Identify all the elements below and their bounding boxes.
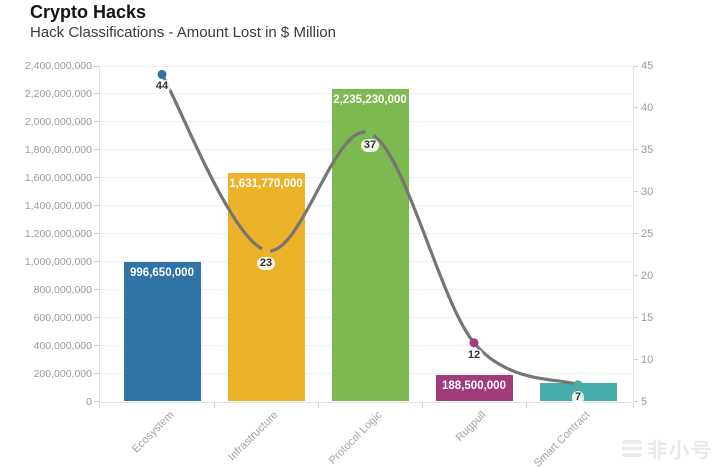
line-marker-smart-contract <box>573 380 583 390</box>
y-axis-tick-right <box>633 149 638 151</box>
y-axis-tick-left <box>94 373 99 375</box>
x-axis-tick <box>632 402 634 408</box>
y-axis-tick-label-left: 200,000,000 <box>33 367 92 380</box>
bar-value-label-infrastructure: 1,631,770,000 <box>229 177 303 190</box>
y-axis-tick-label-left: 1,400,000,000 <box>24 199 92 212</box>
line-marker-rugpull <box>469 338 479 348</box>
x-axis-tick <box>98 402 100 408</box>
y-axis-tick-left <box>94 401 99 402</box>
y-axis-tick-label-left: 1,600,000,000 <box>24 171 92 184</box>
line-value-label-smart-contract: 7 <box>558 390 598 404</box>
chart-title: Crypto Hacks <box>30 2 147 22</box>
line-value-text: 37 <box>360 139 380 153</box>
bar-ecosystem <box>123 262 201 402</box>
y-axis-tick-left <box>94 93 99 95</box>
y-axis-tick-left <box>94 233 99 235</box>
y-axis-tick-right <box>633 275 638 277</box>
y-axis-tick-label-right: 40 <box>641 101 654 114</box>
y-axis-tick-right <box>633 233 638 235</box>
line-value-label-infrastructure: 23 <box>246 256 286 270</box>
line-marker-ecosystem <box>157 69 167 79</box>
watermark: 非小号 <box>622 434 713 463</box>
y-axis-tick-right <box>633 65 638 67</box>
chart-subtitle: Hack Classifications - Amount Lost in $ … <box>30 24 336 41</box>
gridline <box>99 65 633 67</box>
line-path <box>160 72 580 387</box>
y-axis-tick-left <box>94 345 99 347</box>
line-value-label-protocol-logic: 37 <box>350 139 390 153</box>
y-axis-tick-left <box>94 149 99 151</box>
y-axis-tick-label-left: 2,000,000,000 <box>24 115 92 128</box>
watermark-text: 非小号 <box>647 440 713 462</box>
y-axis-tick-label-right: 45 <box>641 60 654 72</box>
bar-value-label-rugpull: 188,500,000 <box>442 379 506 392</box>
y-axis-tick-label-right: 15 <box>641 311 654 324</box>
line-value-text: 44 <box>152 80 172 94</box>
y-axis-tick-label-left: 1,200,000,000 <box>24 227 92 240</box>
y-axis-line-right <box>633 66 634 402</box>
bar-infrastructure <box>227 173 305 402</box>
y-axis-tick-label-left: 2,200,000,000 <box>24 87 92 100</box>
y-axis-line-left <box>99 66 100 402</box>
bar-value-label-ecosystem: 996,650,000 <box>130 266 194 279</box>
y-axis-tick-label-right: 20 <box>641 269 654 282</box>
x-axis-tick <box>317 402 319 408</box>
line-value-text: 23 <box>256 256 276 270</box>
y-axis-tick-left <box>94 177 99 179</box>
line-marker-infrastructure <box>261 246 271 256</box>
line-value-label-rugpull: 12 <box>454 348 494 362</box>
y-axis-tick-left <box>94 65 99 67</box>
y-axis-tick-left <box>94 121 99 123</box>
line-value-label-ecosystem: 44 <box>142 80 182 94</box>
line-value-text: 7 <box>571 390 585 404</box>
y-axis-tick-right <box>633 191 638 193</box>
y-axis-tick-label-left: 0 <box>86 395 92 408</box>
y-axis-tick-left <box>94 289 99 291</box>
y-axis-tick-left <box>94 261 99 263</box>
y-axis-tick-label-left: 800,000,000 <box>33 283 92 296</box>
feixiaohao-logo-icon <box>622 440 642 457</box>
y-axis-tick-label-right: 10 <box>641 353 654 366</box>
bar-value-label-protocol-logic: 2,235,230,000 <box>333 93 407 106</box>
bar-rugpull <box>435 375 513 402</box>
x-axis-tick <box>525 402 527 408</box>
y-axis-tick-label-right: 35 <box>641 143 654 156</box>
y-axis-tick-right <box>633 317 638 319</box>
y-axis-tick-label-right: 25 <box>641 227 654 240</box>
y-axis-tick-right <box>633 401 638 402</box>
y-axis-tick-label-left: 600,000,000 <box>33 311 92 324</box>
x-axis-tick <box>213 402 215 408</box>
y-axis-tick-left <box>94 205 99 207</box>
line-value-text: 12 <box>464 348 484 362</box>
y-axis-tick-label-right: 30 <box>641 185 654 198</box>
y-axis-tick-right <box>633 359 638 361</box>
y-axis-tick-left <box>94 317 99 319</box>
line-marker-protocol-logic <box>365 128 375 138</box>
y-axis-tick-label-left: 2,400,000,000 <box>24 60 92 72</box>
x-axis-line <box>99 401 633 403</box>
y-axis-tick-label-right: 5 <box>641 395 648 408</box>
y-axis-tick-label-left: 1,000,000,000 <box>24 255 92 268</box>
y-axis-tick-label-left: 1,800,000,000 <box>24 143 92 156</box>
y-axis-tick-right <box>633 107 638 109</box>
y-axis-tick-label-left: 400,000,000 <box>33 339 92 352</box>
x-axis-tick <box>421 402 423 408</box>
